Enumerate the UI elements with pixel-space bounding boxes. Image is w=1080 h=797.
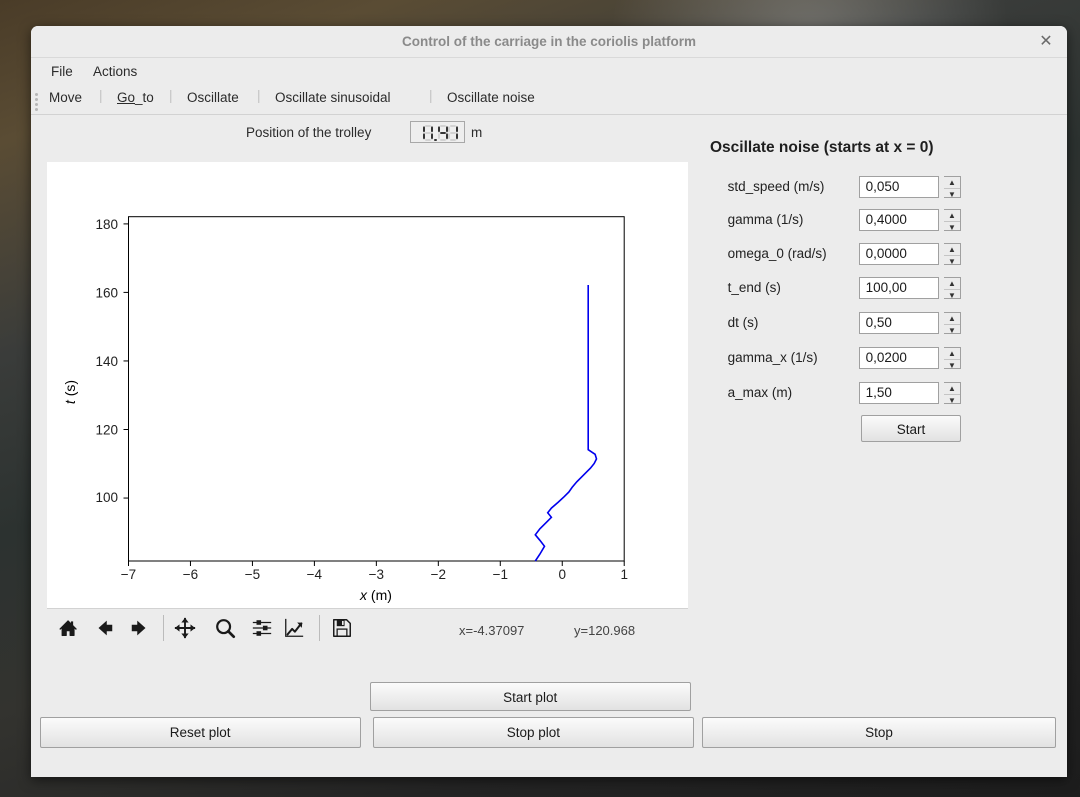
svg-text:−7: −7 <box>121 567 136 582</box>
svg-text:120: 120 <box>95 423 118 438</box>
svg-text:−6: −6 <box>183 567 198 582</box>
svg-text:−4: −4 <box>307 567 323 582</box>
svg-text:160: 160 <box>95 285 118 300</box>
svg-text:−2: −2 <box>431 567 446 582</box>
svg-text:x (m): x (m) <box>359 587 392 603</box>
svg-text:−3: −3 <box>369 567 384 582</box>
svg-text:−5: −5 <box>245 567 260 582</box>
svg-text:180: 180 <box>95 217 118 232</box>
svg-text:1: 1 <box>620 567 628 582</box>
svg-text:140: 140 <box>95 354 118 369</box>
svg-text:100: 100 <box>95 490 118 505</box>
svg-text:t (s): t (s) <box>62 380 78 404</box>
svg-text:−1: −1 <box>493 567 508 582</box>
svg-text:0: 0 <box>558 567 566 582</box>
